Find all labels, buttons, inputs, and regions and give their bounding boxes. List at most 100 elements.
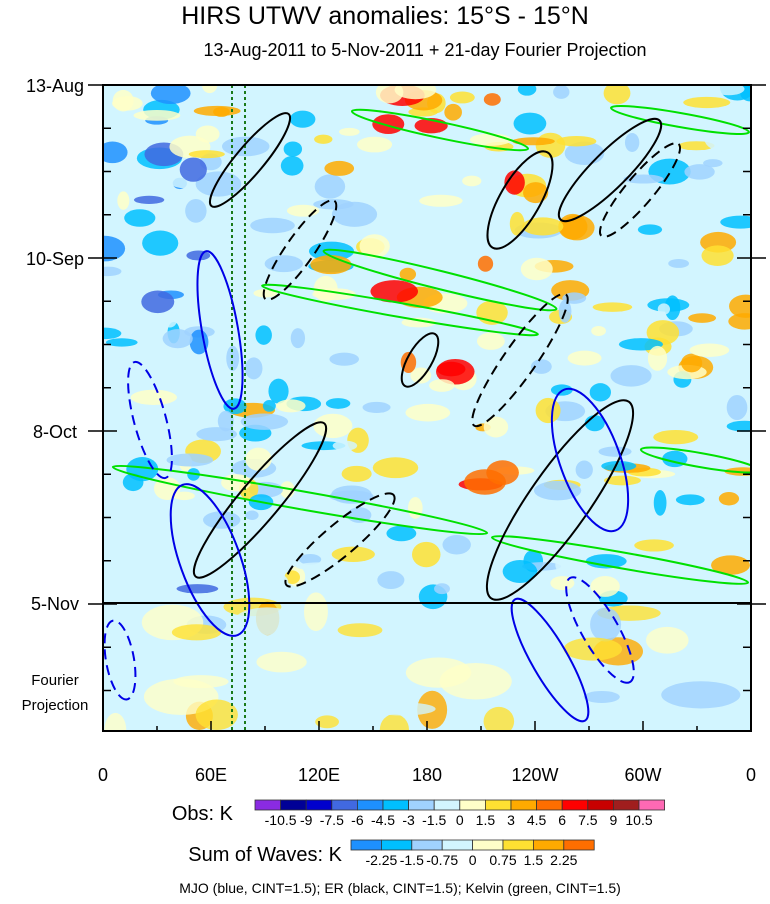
colorbar-tick-label: -1.5: [400, 852, 424, 868]
anomaly-cell: [103, 357, 138, 369]
colorbar-tick-label: 3: [507, 812, 515, 828]
anomaly-cell: [276, 399, 306, 413]
anomaly-cell: [681, 353, 703, 373]
anomaly-cell: [332, 440, 358, 451]
anomaly-cell: [689, 343, 730, 357]
anomaly-cell: [130, 389, 177, 405]
anomaly-cell: [362, 401, 391, 413]
anomaly-cell: [325, 398, 351, 409]
anomaly-cell: [372, 457, 419, 479]
anomaly-cell: [678, 141, 715, 151]
anomaly-cell: [176, 584, 219, 594]
anomaly-cell: [504, 170, 525, 195]
anomaly-cell: [313, 413, 353, 439]
anomaly-cell: [562, 292, 587, 304]
anomaly-cell: [635, 312, 658, 325]
er-contour: [557, 117, 663, 223]
waves-colorbar-label: Sum of Waves: K: [188, 844, 342, 866]
anomaly-cell: [213, 106, 230, 117]
y-tick-label: 8-Oct: [33, 422, 77, 442]
anomaly-cell: [688, 313, 717, 323]
anomaly-cell: [703, 159, 723, 168]
anomaly-cell: [377, 571, 405, 590]
colorbar-swatch: [587, 799, 614, 811]
anomaly-cell: [304, 376, 348, 395]
projection-cell: [563, 637, 622, 661]
er-contour: [485, 399, 635, 601]
anomaly-cell: [141, 290, 175, 314]
projection-cell: [583, 690, 620, 704]
kelvin-contour: [350, 108, 530, 152]
anomaly-cell: [634, 539, 674, 552]
anomaly-cell: [124, 209, 156, 227]
anomaly-cell: [701, 245, 734, 266]
anomaly-cell: [370, 280, 418, 303]
colorbar-tick-label: 9: [610, 812, 618, 828]
anomaly-cell: [166, 453, 214, 467]
er-contour-dashed: [262, 199, 338, 301]
projection-cell: [256, 651, 307, 673]
anomaly-cell: [646, 320, 680, 345]
anomaly-cell: [262, 399, 276, 412]
anomaly-cell: [324, 160, 355, 176]
mjo-contour-dashed: [127, 360, 173, 480]
x-tick-label: 120E: [298, 765, 340, 785]
anomaly-cell: [329, 352, 359, 366]
projection-cell: [195, 699, 238, 731]
anomaly-cell: [245, 447, 272, 471]
anomaly-cell: [462, 175, 482, 187]
colorbar-tick-label: -10.5: [265, 812, 297, 828]
colorbar-tick-label: -2.25: [365, 852, 397, 868]
anomaly-cell: [253, 289, 278, 298]
anomaly-cell: [668, 258, 690, 268]
anomaly-cell: [512, 137, 555, 146]
anomaly-cell: [534, 480, 582, 501]
colorbar-tick-label: 0.75: [489, 852, 516, 868]
kelvin-contour: [639, 446, 751, 474]
anomaly-cell: [314, 134, 333, 144]
x-tick-label: 0: [98, 765, 108, 785]
er-contour: [192, 421, 328, 579]
anomaly-cell: [299, 554, 322, 565]
anomaly-cell: [657, 303, 670, 315]
anomaly-cell: [202, 85, 218, 94]
anomaly-cell: [713, 85, 745, 96]
anomaly-cell: [726, 394, 748, 421]
x-tick-label: 60W: [624, 765, 661, 785]
colorbar-tick-label: -3: [402, 812, 415, 828]
mjo-contour: [196, 250, 244, 410]
colorbar-tick-label: -6: [351, 812, 364, 828]
anomaly-cell: [589, 383, 612, 402]
colorbar-tick-label: -0.75: [426, 852, 458, 868]
anomaly-cell: [444, 103, 462, 121]
colorbar-swatch: [433, 799, 461, 811]
anomaly-cell: [227, 202, 251, 223]
anomaly-cell: [442, 534, 471, 555]
colorbar-tick-label: 0: [469, 852, 477, 868]
anomaly-cell: [133, 195, 165, 204]
mjo-contour-dashed: [565, 576, 635, 684]
anomaly-cell: [720, 215, 751, 229]
colorbar-tick-label: 10.5: [625, 812, 652, 828]
kelvin-contour: [322, 248, 558, 312]
er-contours-negative: [262, 142, 682, 588]
colorbar-tick-label: 1.5: [524, 852, 544, 868]
anomaly-cell: [195, 171, 242, 197]
anomaly-cell: [310, 255, 352, 275]
x-tick-label: 120W: [511, 765, 558, 785]
waves-colorbar: -2.25 -1.5 -0.75 0 0.75 1.5 2.25: [350, 839, 595, 868]
projection-cell: [405, 657, 472, 688]
anomaly-cell: [240, 413, 289, 430]
projection-cell: [233, 607, 301, 636]
anomaly-cell: [329, 490, 374, 503]
er-contour: [400, 332, 440, 388]
anomaly-cell: [567, 350, 602, 366]
anomaly-cell: [142, 230, 179, 256]
mjo-contours-positive: [169, 250, 630, 723]
anomaly-cell: [290, 328, 306, 349]
anomaly-cell: [711, 555, 750, 575]
colorbar-tick-label: 6: [558, 812, 566, 828]
anomaly-cell: [394, 85, 437, 100]
anomaly-cell: [618, 338, 664, 351]
